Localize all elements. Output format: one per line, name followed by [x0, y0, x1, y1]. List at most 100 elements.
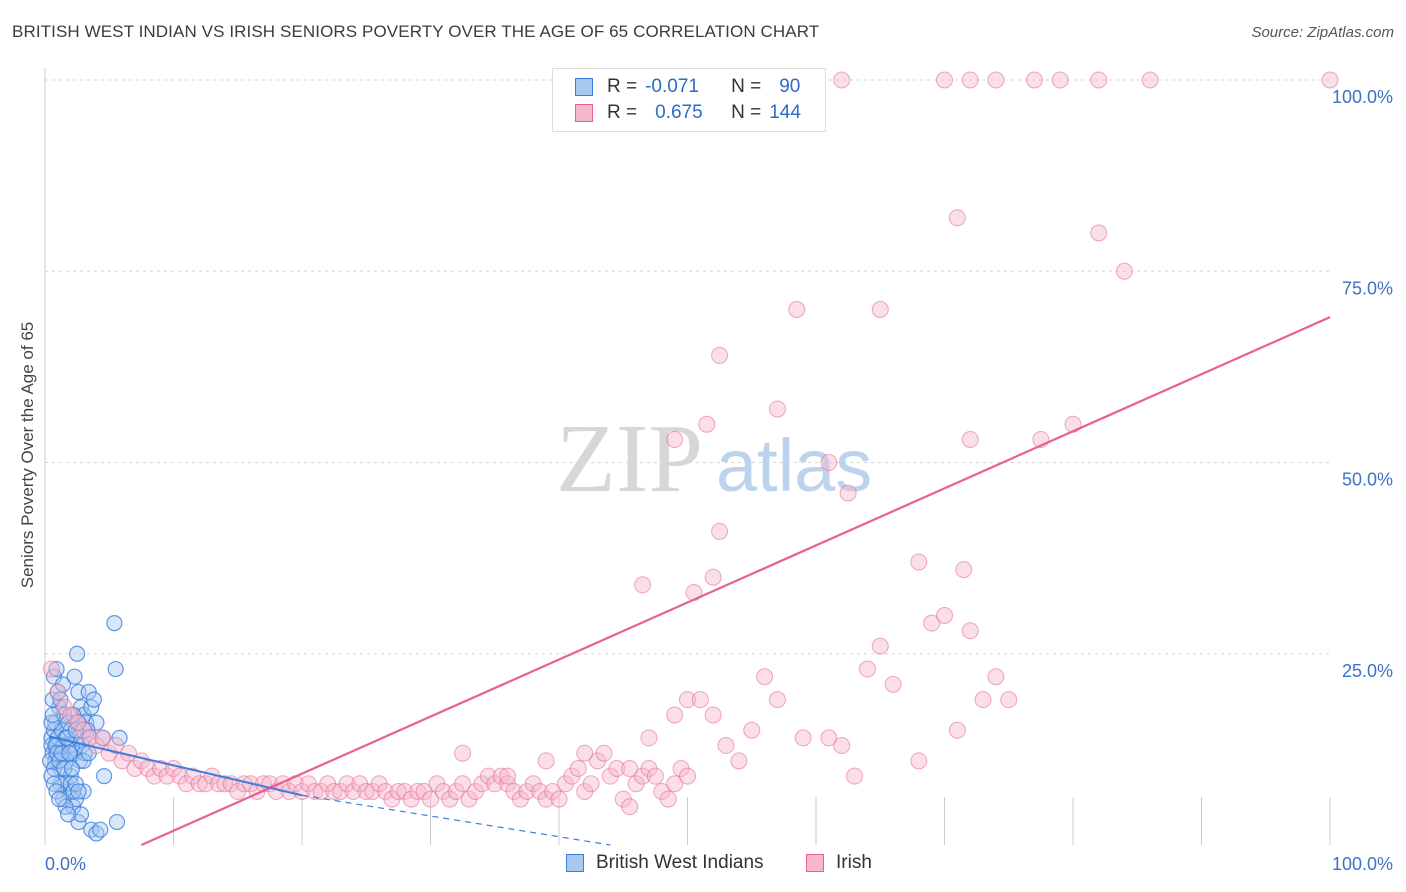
watermark-atlas: atlas	[716, 424, 872, 507]
irish-point	[1090, 224, 1108, 242]
legend-r-label: R =	[607, 102, 638, 123]
irish-point	[820, 454, 838, 471]
trend-lines	[48, 316, 1331, 847]
watermark: ZIP atlas	[556, 405, 872, 513]
irish-point	[704, 706, 722, 724]
irish-point	[422, 790, 439, 808]
irish-point	[389, 782, 407, 800]
irish-point	[582, 775, 600, 793]
irish-point	[640, 729, 658, 747]
watermark-zip: ZIP	[556, 405, 703, 513]
y-axis-label: Seniors Poverty Over the Age of 65	[18, 321, 37, 589]
british-west-indian-point	[70, 783, 87, 800]
irish-point	[190, 775, 208, 793]
irish-point	[1000, 691, 1018, 709]
series-legend-item-pink[interactable]: Irish	[806, 852, 872, 874]
legend-swatch-pink	[575, 104, 593, 122]
irish-point	[107, 737, 125, 755]
british-west-indian-point	[61, 745, 78, 762]
irish-point	[666, 431, 684, 449]
irish-points	[42, 71, 1339, 816]
irish-point	[987, 668, 1005, 686]
irish-point	[871, 301, 889, 318]
irish-point	[1051, 71, 1069, 89]
irish-point	[961, 622, 979, 640]
irish-point	[94, 729, 112, 747]
x-tick-label: 0.0%	[45, 854, 86, 874]
irish-point	[666, 775, 684, 793]
irish-point	[768, 691, 786, 709]
british-west-indian-point	[107, 660, 124, 678]
irish-point	[666, 706, 684, 724]
british-west-indian-point	[69, 645, 86, 662]
irish-point	[42, 660, 60, 678]
correlation-legend: R = -0.071 N = 90 R = 0.675 N = 144	[552, 68, 826, 132]
irish-point	[595, 744, 613, 762]
irish-point	[49, 683, 67, 701]
irish-point	[884, 675, 902, 693]
british-west-indian-point	[96, 768, 113, 785]
irish-point	[1321, 71, 1339, 89]
irish-point	[679, 767, 696, 785]
british-west-indian-point	[66, 668, 83, 685]
y-tick-label: 100.0%	[1332, 87, 1393, 107]
legend-row-blue: R = -0.071 N = 90	[575, 75, 800, 99]
irish-point	[306, 782, 324, 800]
irish-point	[325, 782, 343, 800]
irish-point	[820, 729, 838, 747]
british-west-indians-points	[42, 615, 128, 842]
british-west-indian-point	[85, 691, 102, 708]
irish-point	[833, 71, 851, 89]
y-tick-label: 25.0%	[1342, 661, 1393, 681]
irish-point	[679, 691, 696, 709]
y-tick-label: 75.0%	[1342, 278, 1393, 298]
irish-point	[621, 760, 639, 777]
irish-point	[936, 607, 953, 624]
irish-point	[1115, 262, 1133, 280]
axis-ticks: 25.0% 50.0% 75.0% 100.0% 0.0% 100.0%	[45, 87, 1393, 874]
british-west-indian-point	[106, 615, 123, 632]
irish-point	[216, 775, 234, 793]
series-swatch-blue	[566, 854, 584, 872]
irish-point	[910, 553, 928, 571]
irish-point	[858, 660, 876, 678]
irish-point	[1141, 71, 1159, 89]
irish-point	[550, 790, 568, 808]
irish-point	[711, 346, 729, 364]
irish-point	[691, 691, 709, 709]
legend-r-value: 0.675	[655, 102, 703, 123]
series-swatch-pink	[806, 854, 824, 872]
irish-point	[711, 522, 729, 540]
legend-row-pink: R = 0.675 N = 144	[575, 101, 801, 125]
irish-point	[357, 782, 375, 800]
british-west-indian-point	[48, 660, 65, 678]
british-west-indian-trend-extension	[301, 794, 611, 846]
source-credit: Source: ZipAtlas.com	[1251, 24, 1394, 41]
irish-point	[454, 744, 472, 762]
legend-r-value: -0.071	[645, 76, 699, 97]
irish-point	[717, 737, 735, 755]
irish-point	[987, 71, 1005, 89]
british-west-indian-trend-line	[48, 735, 303, 797]
series-legend-label: British West Indians	[596, 852, 764, 873]
irish-point	[621, 798, 639, 816]
legend-n-value: 90	[779, 76, 801, 97]
irish-point	[608, 760, 626, 777]
british-west-indian-point	[60, 806, 77, 823]
irish-point	[788, 301, 806, 318]
irish-point	[948, 721, 966, 739]
irish-point	[634, 576, 652, 594]
irish-point	[698, 415, 716, 433]
irish-point	[955, 561, 973, 579]
irish-point	[537, 752, 555, 770]
legend-r-label: R =	[607, 76, 638, 97]
irish-point	[923, 614, 941, 632]
irish-point	[454, 775, 472, 793]
irish-point	[704, 568, 722, 586]
series-legend-item-blue[interactable]: British West Indians	[566, 852, 764, 874]
british-west-indian-point	[44, 706, 61, 724]
legend-n-label: N =	[731, 76, 762, 97]
irish-point	[871, 637, 889, 655]
irish-point	[936, 71, 953, 89]
